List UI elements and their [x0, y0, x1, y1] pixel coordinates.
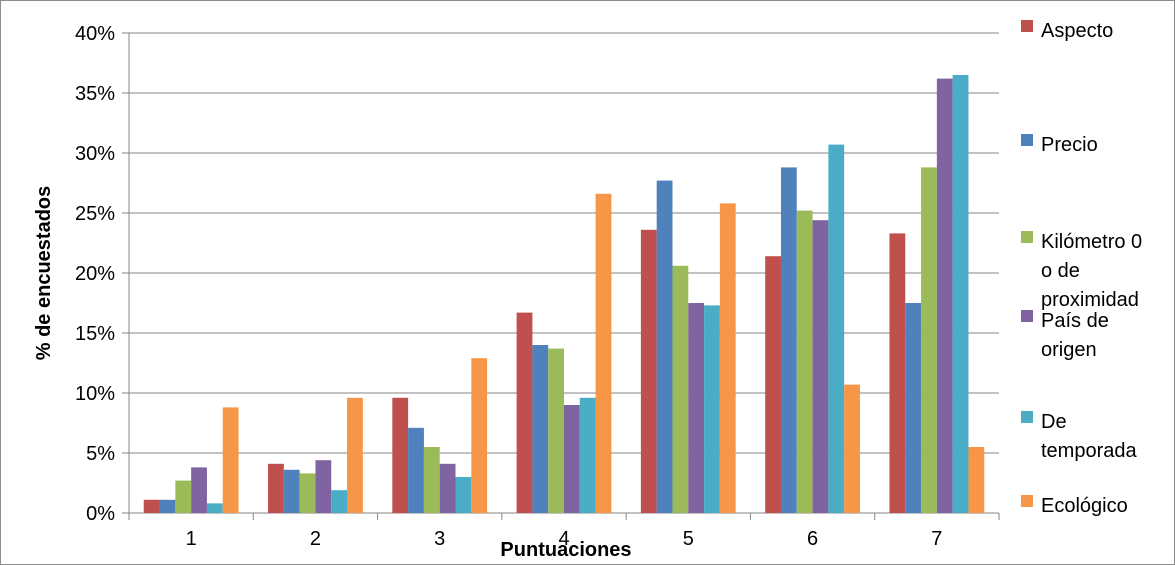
x-axis-title: Puntuaciones	[500, 539, 631, 561]
bar	[408, 427, 424, 513]
bar	[268, 463, 284, 513]
y-tick-label: 35%	[75, 83, 115, 105]
bar	[564, 405, 580, 513]
bar	[595, 193, 612, 514]
bar	[299, 473, 316, 513]
x-tick-label: 1	[186, 528, 197, 550]
bar	[175, 480, 192, 513]
x-tick-label: 4	[558, 528, 569, 550]
bar	[688, 303, 705, 513]
bar	[968, 447, 985, 513]
legend-swatch	[1021, 310, 1033, 322]
bar	[936, 78, 953, 513]
y-axis-title: % de encuestados	[33, 186, 55, 361]
y-tick-label: 25%	[75, 203, 115, 225]
bar	[331, 490, 348, 513]
legend-label: Ecológico	[1041, 495, 1128, 517]
y-tick-label: 5%	[86, 443, 115, 465]
legend-label: Aspecto	[1041, 20, 1113, 42]
bar	[143, 499, 160, 513]
legend-swatch	[1021, 495, 1033, 507]
bar	[844, 384, 860, 513]
bar	[315, 460, 332, 513]
y-tick-label: 30%	[75, 143, 115, 165]
x-tick-label: 5	[683, 528, 694, 550]
legend-label: Kilómetro 0	[1041, 231, 1142, 253]
bar	[672, 265, 689, 513]
legend-label: o de	[1041, 260, 1080, 282]
y-tick-label: 15%	[75, 323, 115, 345]
bar	[579, 397, 596, 513]
bar	[704, 305, 720, 513]
bar	[640, 229, 657, 514]
y-tick-label: 20%	[75, 263, 115, 285]
bar	[656, 180, 673, 513]
y-tick-label: 0%	[86, 503, 115, 525]
legend-swatch	[1021, 134, 1033, 146]
bar	[455, 477, 472, 513]
bar	[439, 463, 456, 513]
bar	[828, 144, 845, 513]
bar	[283, 469, 300, 513]
bar	[952, 75, 969, 513]
legend-label: proximidad	[1041, 289, 1139, 311]
bar	[191, 467, 207, 513]
x-tick-label: 2	[310, 528, 321, 550]
bar	[471, 358, 488, 513]
bar	[765, 256, 781, 513]
legend-label: temporada	[1041, 440, 1137, 462]
bar	[516, 312, 533, 513]
bar	[206, 503, 223, 513]
bar	[159, 499, 176, 513]
x-tick-label: 3	[434, 528, 445, 550]
bar	[905, 303, 922, 513]
bar	[780, 167, 797, 513]
legend-swatch	[1021, 411, 1033, 423]
bar	[889, 233, 906, 513]
x-tick-label: 7	[931, 528, 942, 550]
bar	[532, 345, 549, 513]
bar	[921, 167, 937, 513]
bar	[719, 203, 736, 513]
legend-swatch	[1021, 20, 1033, 32]
legend-label: origen	[1041, 339, 1097, 361]
y-tick-label: 40%	[75, 23, 115, 45]
y-tick-label: 10%	[75, 383, 115, 405]
legend-label: Precio	[1041, 134, 1098, 156]
legend-label: País de	[1041, 310, 1109, 332]
bar	[812, 220, 829, 513]
bar	[347, 397, 363, 513]
legend-label: De	[1041, 411, 1067, 433]
bar	[392, 397, 409, 513]
bar	[423, 447, 440, 513]
bar	[548, 348, 564, 513]
legend-swatch	[1021, 231, 1033, 243]
bar	[222, 407, 239, 513]
x-tick-label: 6	[807, 528, 818, 550]
bar	[796, 210, 813, 513]
